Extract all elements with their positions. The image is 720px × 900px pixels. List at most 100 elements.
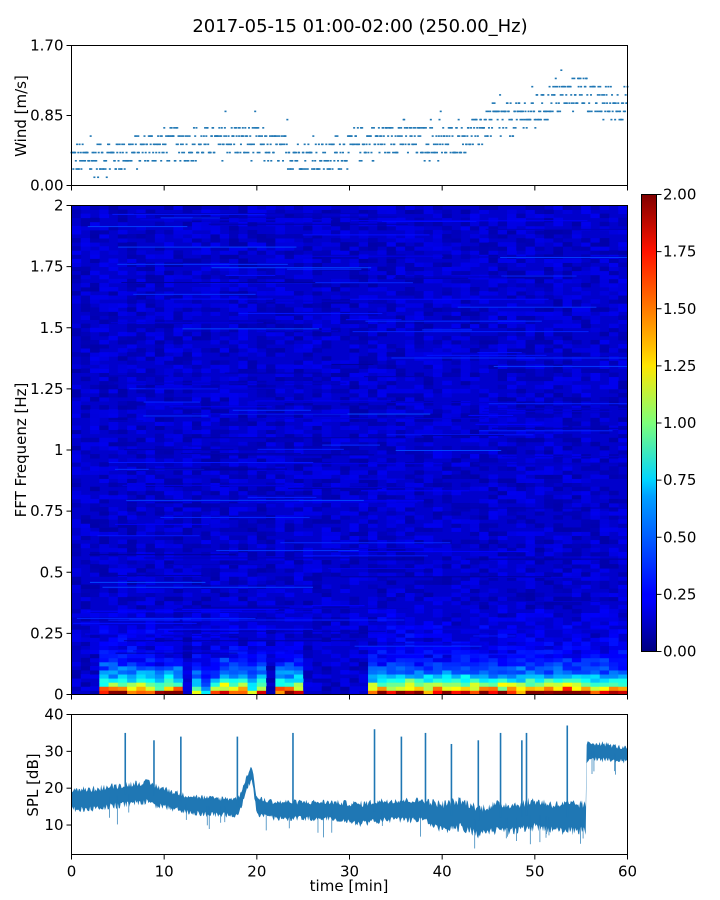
spectrogram-cell — [71, 551, 82, 557]
spectrogram-cell — [507, 209, 517, 215]
spectrogram-cell — [377, 458, 387, 463]
spectrogram-cell — [525, 392, 536, 398]
spectrogram-cell — [534, 629, 545, 634]
spectrogram-cell — [442, 486, 452, 492]
spectrogram-cell — [256, 209, 267, 215]
spectrogram-cell — [154, 307, 165, 312]
spectrogram-cell — [293, 413, 304, 418]
spectrogram-cell — [414, 262, 425, 268]
spectrogram-cell — [117, 523, 128, 528]
spectrogram-cell — [507, 596, 517, 602]
spectrogram-cell — [497, 315, 508, 320]
spectrogram-cell — [525, 539, 536, 545]
spectrogram-cell — [544, 258, 554, 263]
spectrogram-cell — [173, 511, 184, 516]
spectrogram-cell — [303, 547, 313, 553]
wind-point — [578, 77, 581, 80]
spectrogram-cell — [303, 303, 313, 308]
spectrogram-cell — [127, 486, 137, 492]
spectrogram-cell — [154, 335, 165, 341]
spectrogram-cell — [117, 572, 128, 577]
spectrogram-cell — [497, 384, 508, 390]
spectrogram-cell — [321, 462, 332, 467]
spectrogram-cell — [340, 678, 350, 683]
spectrogram-cell — [117, 348, 128, 353]
spectrogram-cell — [164, 323, 174, 329]
spectrogram-cell — [423, 388, 434, 394]
spectrogram-cell — [368, 470, 378, 475]
spectrogram-cell — [145, 670, 156, 675]
spectrogram-cell — [210, 364, 221, 369]
spectrogram-cell — [247, 527, 258, 532]
spectrogram-cell — [432, 360, 443, 365]
spectrogram-cell — [201, 246, 211, 251]
spectrogram-cell — [442, 315, 452, 320]
spectrogram-cell — [266, 441, 276, 447]
spectrogram-cell — [571, 229, 582, 235]
spectrogram-cell — [108, 250, 119, 255]
wind-point — [568, 102, 571, 104]
spectrogram-cell — [553, 205, 564, 210]
spectrogram-cell — [358, 274, 369, 280]
spectrogram-cell — [99, 380, 109, 386]
spectrogram-cell — [127, 645, 137, 651]
spectrogram-cell — [266, 242, 276, 247]
spectrogram-cell — [154, 657, 165, 663]
spectrogram-cell — [275, 613, 286, 618]
spectrogram-cell — [562, 600, 573, 606]
spectrogram-cell — [321, 519, 332, 524]
spectrogram-cell — [266, 458, 276, 463]
spectrogram-cell — [516, 576, 526, 581]
spectrogram-cell — [432, 307, 443, 312]
spectrogram-cell — [544, 270, 554, 276]
spectrogram-cell — [562, 560, 573, 565]
wind-point — [348, 135, 351, 137]
wind-point — [76, 168, 79, 170]
spectrogram-cell — [154, 339, 165, 345]
spectrogram-cell — [516, 682, 526, 687]
wind-point — [487, 110, 490, 113]
spectrogram-cell — [414, 458, 425, 463]
wind-point — [326, 168, 329, 170]
spectrogram-cell — [219, 339, 230, 345]
spectrogram-cell — [460, 225, 471, 231]
wind-point — [303, 168, 306, 170]
spectrogram-cell — [432, 580, 443, 585]
spectrogram-cell — [488, 539, 499, 545]
spectrogram-cell — [349, 282, 360, 288]
spectrogram-cell — [534, 344, 545, 349]
wind-point — [106, 151, 109, 154]
spectrogram-cell — [154, 474, 165, 479]
wind-point — [247, 151, 250, 154]
spectrogram-cell — [423, 409, 434, 414]
spectrogram-cell — [90, 633, 100, 638]
spectrogram-cell — [108, 600, 119, 606]
spectrogram-cell — [312, 511, 323, 516]
wind-point — [233, 143, 236, 146]
spectrogram-cell — [108, 661, 119, 667]
spectrogram-cell — [451, 490, 462, 496]
spectrogram-cell — [488, 596, 499, 602]
spectrogram-cell — [127, 323, 137, 329]
spectrogram-cell — [368, 690, 378, 695]
wind-point — [95, 168, 98, 170]
spectrogram-cell — [553, 600, 564, 606]
wind-point — [550, 102, 553, 104]
spectrogram-cell — [321, 670, 332, 675]
spectrogram-cell — [321, 425, 332, 431]
spectrogram-cell — [516, 653, 526, 659]
spectrogram-cell — [571, 547, 582, 553]
spectrogram-cell — [117, 686, 128, 691]
spectrogram-cell — [507, 511, 517, 516]
spectrogram-cell — [99, 629, 109, 634]
spectrogram-cell — [507, 344, 517, 349]
spectrogram-cell — [442, 580, 452, 585]
spectrogram-cell — [201, 670, 211, 675]
spectrogram-cell — [377, 205, 387, 210]
spectrogram-cell — [460, 376, 471, 382]
spectrogram-cell — [275, 258, 286, 263]
wind-point — [377, 127, 380, 129]
wind-point — [71, 151, 74, 154]
spectrogram-cell — [553, 287, 564, 292]
wind-point — [538, 110, 541, 113]
